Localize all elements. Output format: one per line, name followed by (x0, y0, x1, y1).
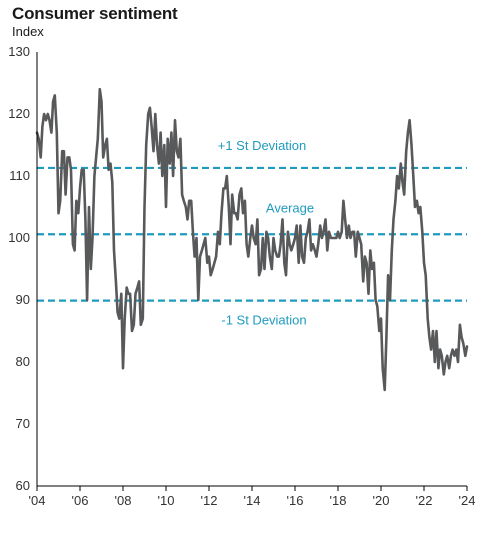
y-tick-label: 120 (8, 106, 30, 121)
chart-title: Consumer sentiment (12, 4, 178, 23)
x-tick-label: '04 (29, 493, 46, 508)
y-axis-ticks: 60 70 80 90 100 110 120 130 (8, 44, 30, 493)
reference-line-label: +1 St Deviation (218, 138, 307, 153)
y-tick-label: 70 (16, 416, 30, 431)
x-tick-label: '08 (115, 493, 132, 508)
x-tick-label: '06 (72, 493, 89, 508)
x-tick-label: '14 (244, 493, 261, 508)
y-tick-label: 130 (8, 44, 30, 59)
series-layer (35, 87, 469, 392)
x-tick-label: '12 (201, 493, 218, 508)
x-tick-label: '18 (330, 493, 347, 508)
x-tick-label: '22 (416, 493, 433, 508)
reference-line-label: -1 St Deviation (221, 313, 306, 328)
x-axis-ticks: '04 '06 '08 '10 '12 '14 '16 '18 '20 '22 '24 (29, 486, 476, 508)
reference-line-label: Average (266, 200, 314, 215)
y-axis-label: Index (12, 24, 44, 39)
y-tick-label: 110 (9, 168, 30, 183)
x-tick-label: '16 (287, 493, 304, 508)
x-tick-label: '20 (373, 493, 390, 508)
x-tick-label: '10 (158, 493, 175, 508)
series-line-consumer-sentiment (35, 87, 469, 392)
y-tick-label: 80 (16, 354, 30, 369)
y-tick-label: 100 (8, 230, 30, 245)
x-tick-label: '24 (459, 493, 476, 508)
y-tick-label: 60 (16, 478, 30, 493)
y-tick-label: 90 (16, 292, 30, 307)
